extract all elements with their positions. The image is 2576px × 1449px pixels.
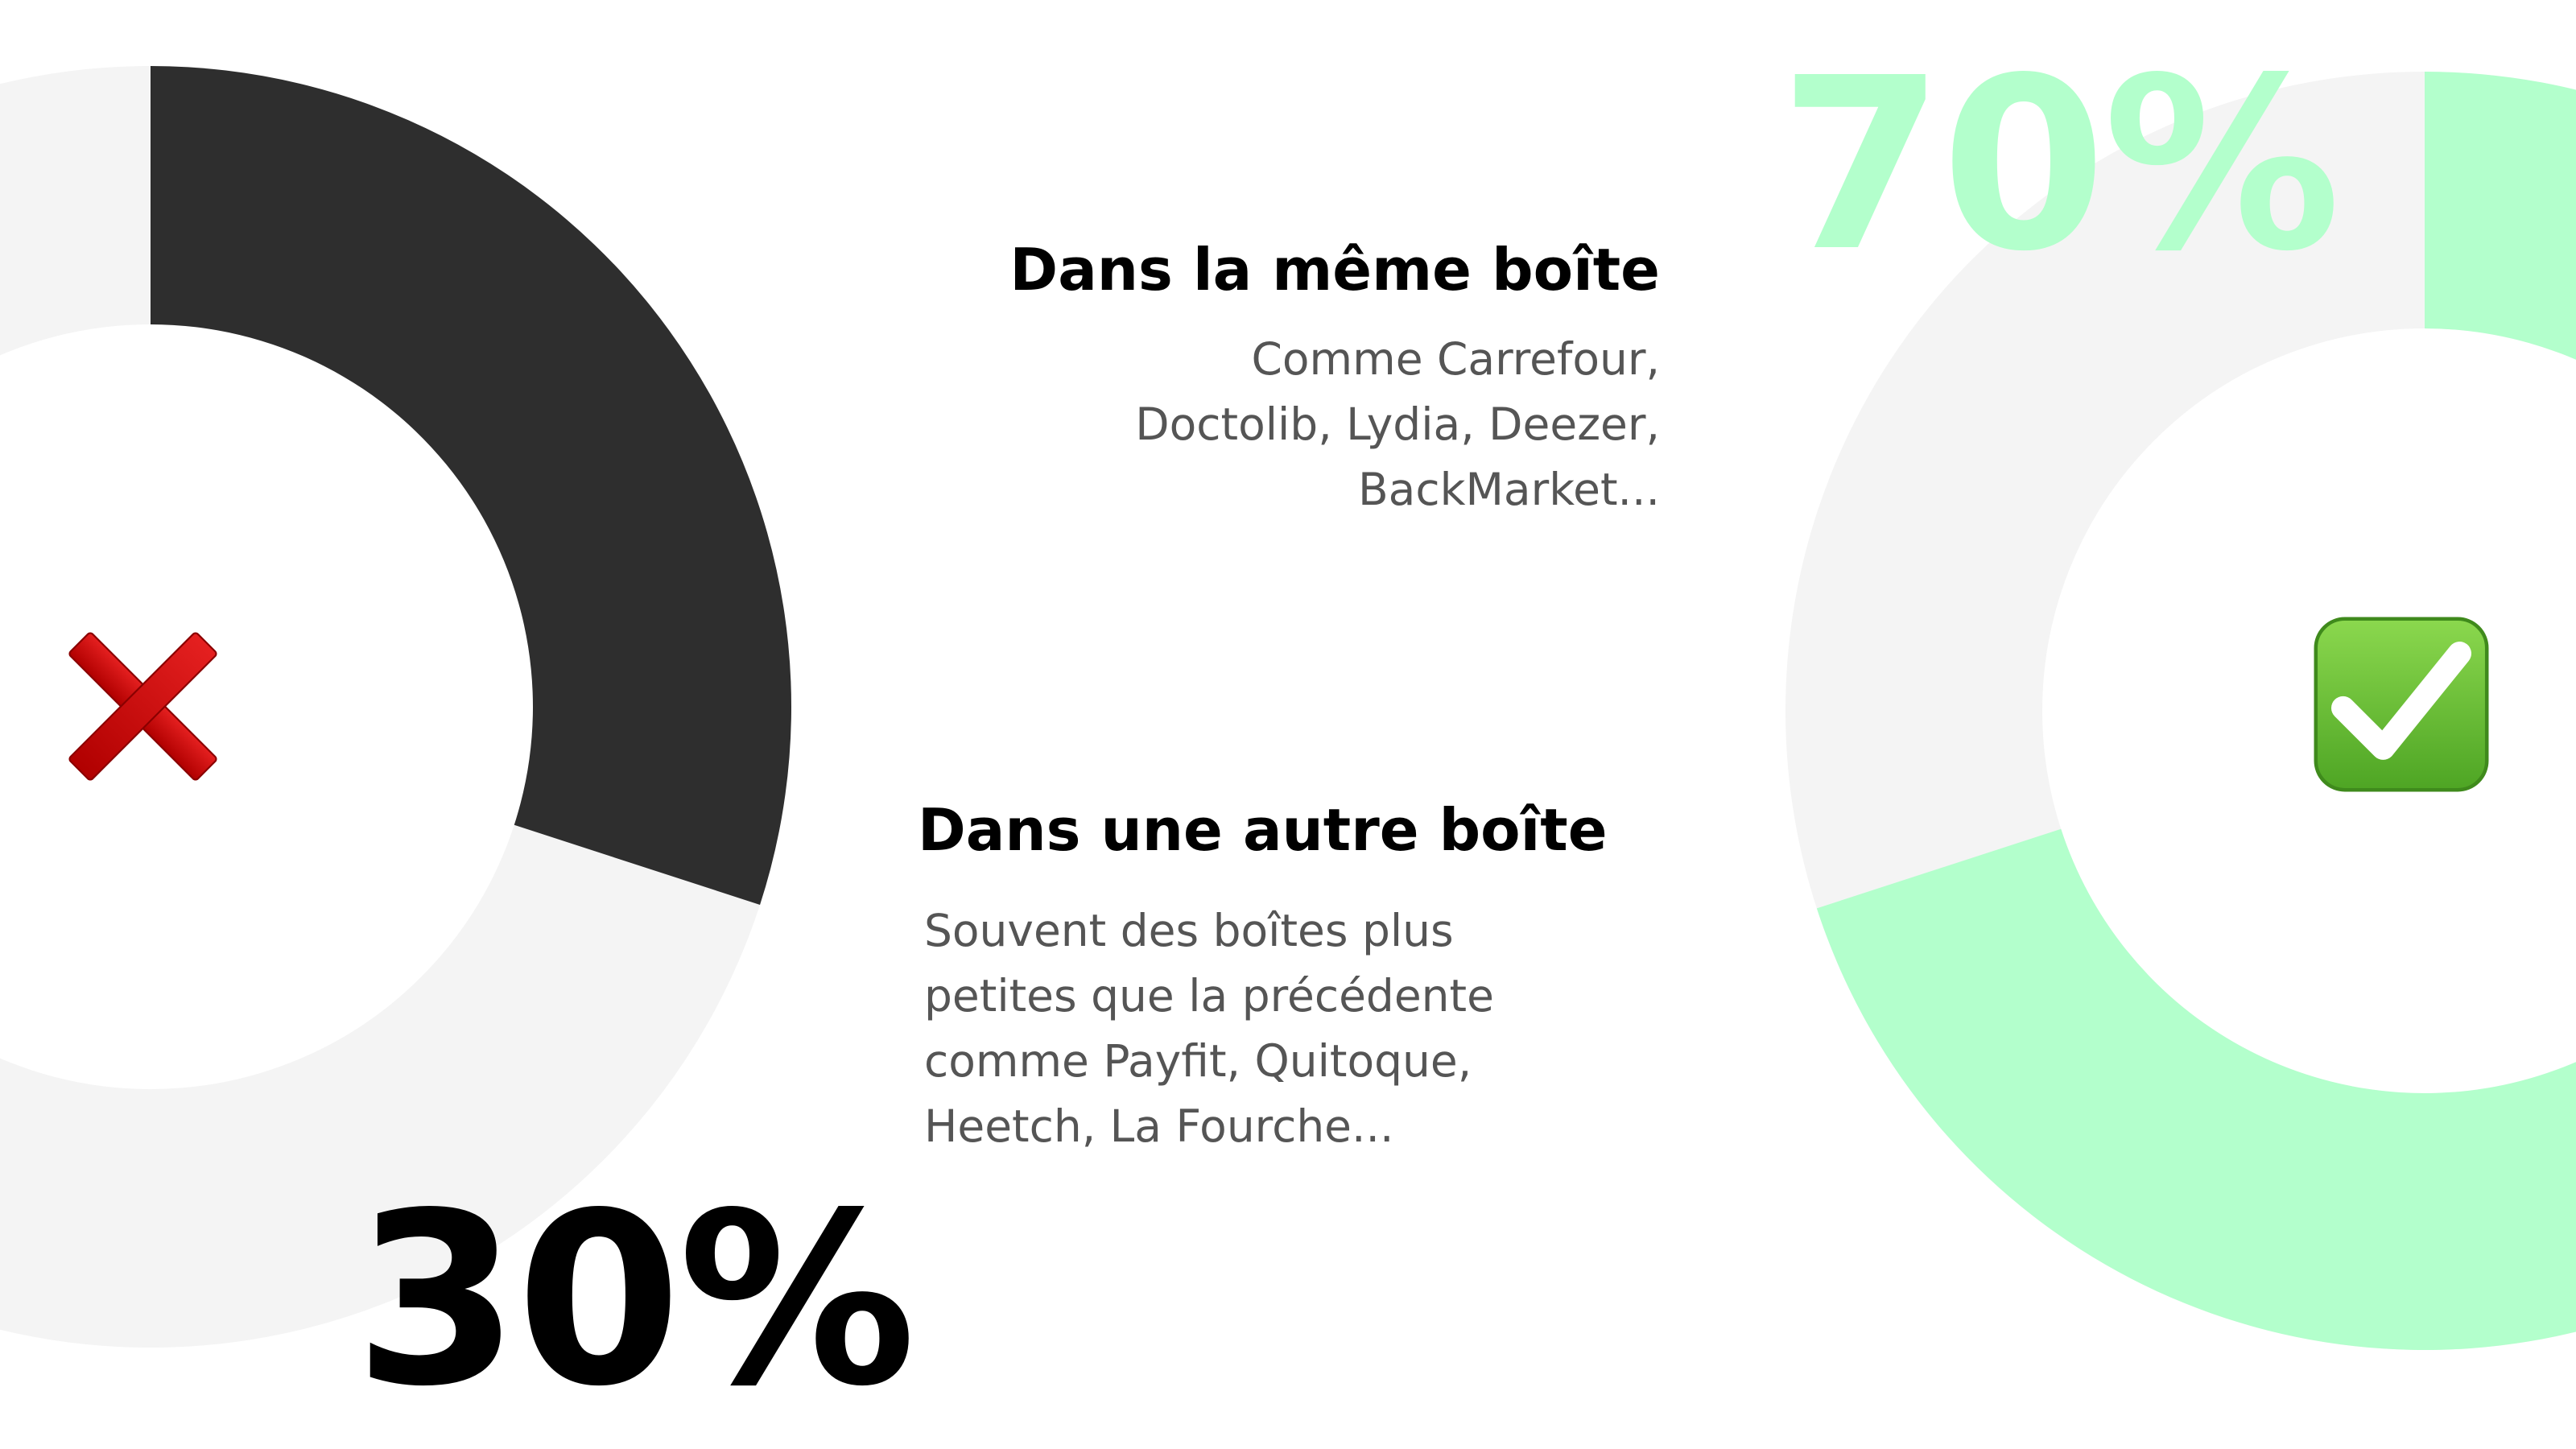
description-line: Heetch, La Fourche... [924,1100,1394,1152]
description-line: Souvent des boîtes plus [924,905,1454,956]
percent-label-same: 70% [1779,27,2341,303]
description-line: Comme Carrefour, [1251,333,1661,385]
cross-mark-icon [68,632,217,781]
donut-left-slice-other [151,66,792,905]
heading-same-company: Dans la même boîte [1009,236,1660,303]
description-line: comme Payfit, Quitoque, [924,1035,1472,1087]
description-other-company: Souvent des boîtes plus petites que la p… [924,898,1494,1159]
check-mark-icon [2314,617,2489,792]
description-line: petites que la précédente [924,970,1494,1022]
heading-other-company: Dans une autre boîte [918,796,1608,864]
description-same-company: Comme Carrefour, Doctolib, Lydia, Deezer… [1135,327,1660,522]
description-line: Doctolib, Lydia, Deezer, [1135,398,1660,450]
donut-right-slice-same [1816,72,2576,1350]
description-line: BackMarket... [1357,464,1660,515]
percent-label-other: 30% [354,1162,916,1439]
